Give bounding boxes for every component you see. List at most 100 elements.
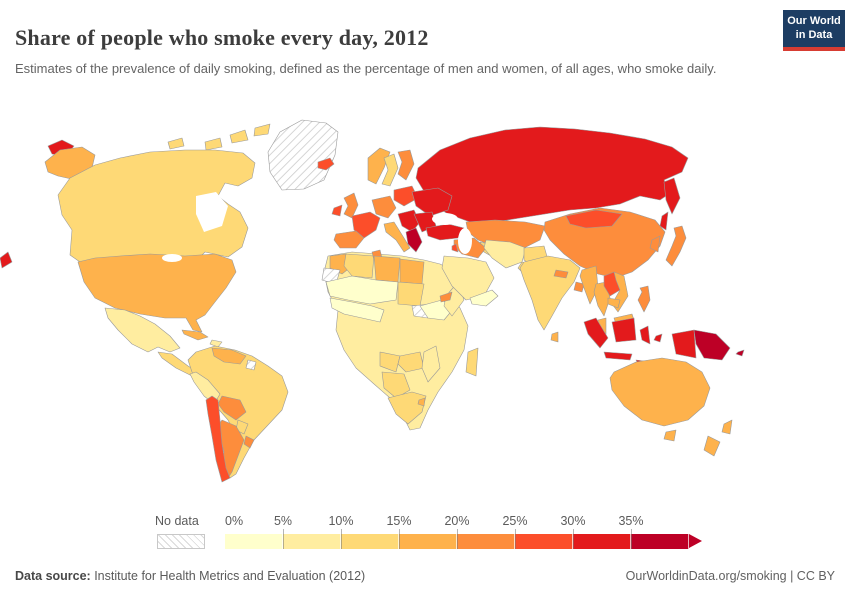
country-japan[interactable] [665, 225, 687, 267]
country-mozambique[interactable] [421, 345, 441, 383]
country-solomon-islands[interactable] [735, 349, 745, 357]
country-ireland[interactable] [331, 204, 343, 217]
caspian-sea-water [458, 228, 472, 254]
legend-tick-mark [573, 529, 574, 549]
legend-tick-label-5: 5% [273, 514, 293, 528]
country-libya[interactable] [373, 255, 401, 283]
chart-subtitle: Estimates of the prevalence of daily smo… [15, 61, 717, 76]
country-usa[interactable] [77, 253, 237, 333]
legend-no-data-swatch [157, 534, 205, 549]
great-lakes-water [162, 254, 182, 262]
license-link[interactable]: OurWorldinData.org/smoking | CC BY [625, 569, 835, 583]
data-source-text: Institute for Health Metrics and Evaluat… [90, 569, 366, 583]
country-zambia-zimbabwe[interactable] [397, 351, 425, 373]
country-canada-arctic-2[interactable] [229, 129, 249, 144]
country-finland[interactable] [397, 149, 415, 181]
country-canada-arctic-4[interactable] [167, 137, 185, 150]
legend-tick-label-10: 10% [328, 514, 354, 528]
country-balkans[interactable] [397, 209, 421, 233]
country-angola[interactable] [379, 351, 401, 373]
country-borneo-indonesia[interactable] [611, 317, 637, 343]
country-egypt[interactable] [399, 258, 425, 285]
country-venezuela[interactable] [211, 347, 247, 365]
country-korea[interactable] [649, 235, 661, 253]
legend-cell->35% [631, 534, 689, 549]
country-eritrea[interactable] [439, 291, 453, 303]
owid-logo[interactable]: Our World in Data [783, 10, 845, 51]
country-poland-baltics[interactable] [393, 185, 419, 207]
country-sulawesi[interactable] [639, 325, 651, 345]
country-cuba[interactable] [181, 329, 209, 341]
country-central-europe[interactable] [371, 195, 397, 219]
country-mexico[interactable] [104, 307, 181, 353]
country-canada-arctic-3[interactable] [204, 137, 223, 151]
country-bangladesh[interactable] [573, 281, 585, 293]
country-russia[interactable] [415, 126, 689, 223]
country-south-africa[interactable] [387, 391, 427, 425]
country-france[interactable] [351, 211, 381, 239]
country-myanmar[interactable] [579, 265, 599, 305]
country-greenland[interactable] [267, 119, 339, 191]
country-italy[interactable] [383, 221, 411, 253]
country-norway[interactable] [367, 147, 391, 185]
country-new-zealand-south[interactable] [703, 435, 721, 457]
country-tasmania[interactable] [663, 429, 677, 442]
country-india[interactable] [519, 255, 581, 331]
country-philippines[interactable] [637, 285, 651, 313]
country-sumatra[interactable] [583, 317, 609, 349]
country-greece[interactable] [405, 227, 423, 253]
country-iran[interactable] [483, 239, 527, 269]
legend-cell-15-20% [399, 534, 457, 549]
country-maluku[interactable] [653, 333, 663, 343]
data-source-note: Data source: Institute for Health Metric… [15, 569, 365, 583]
legend-tick-label-20: 20% [444, 514, 470, 528]
country-madagascar[interactable] [465, 347, 479, 377]
legend-tick-label-35: 35% [618, 514, 644, 528]
legend-no-data-label: No data [155, 514, 199, 528]
country-sweden[interactable] [381, 153, 399, 187]
country-iceland[interactable] [317, 157, 335, 171]
country-sri-lanka[interactable] [550, 331, 559, 343]
legend-color-bar [225, 534, 689, 549]
country-swaziland[interactable] [417, 397, 426, 407]
country-yemen-oman[interactable] [469, 289, 499, 307]
world-map [0, 103, 850, 508]
legend-tick-mark [457, 529, 458, 549]
country-levant[interactable] [451, 243, 459, 253]
owid-logo-line1: Our World [787, 14, 841, 27]
country-uk[interactable] [343, 192, 359, 219]
country-mongolia[interactable] [565, 209, 623, 229]
data-source-label: Data source: [15, 569, 91, 583]
legend-tick-mark [515, 529, 516, 549]
legend-tick-label-30: 30% [560, 514, 586, 528]
country-eastern-europe[interactable] [411, 187, 453, 217]
owid-logo-line2: in Data [795, 28, 833, 41]
legend-tick-label-25: 25% [502, 514, 528, 528]
country-papua-new-guinea[interactable] [693, 329, 731, 361]
country-kamchatka[interactable] [663, 177, 681, 215]
country-sahel[interactable] [325, 275, 399, 305]
country-uruguay[interactable] [243, 435, 255, 449]
country-chile[interactable] [205, 395, 231, 483]
country-sudan[interactable] [397, 281, 425, 307]
country-australia[interactable] [609, 357, 711, 427]
country-new-zealand-north[interactable] [721, 419, 733, 435]
legend-cell-5-10% [283, 534, 341, 549]
country-java[interactable] [603, 351, 633, 361]
legend-tick-mark [283, 529, 284, 549]
country-west-papua[interactable] [671, 329, 697, 359]
country-canada-arctic-1[interactable] [253, 123, 271, 137]
country-cambodia[interactable] [607, 297, 621, 309]
legend-tick-label-15: 15% [386, 514, 412, 528]
owid-logo-accent-bar [783, 47, 845, 51]
country-french-guiana[interactable] [245, 359, 257, 371]
country-iberia[interactable] [333, 230, 365, 249]
legend-tick-mark [399, 529, 400, 549]
country-algeria[interactable] [343, 253, 375, 279]
country-sakhalin[interactable] [659, 211, 669, 231]
country-china[interactable] [543, 207, 666, 279]
country-chukotka-west-sliver[interactable] [0, 251, 13, 269]
country-west-africa[interactable] [329, 297, 385, 323]
country-nepal[interactable] [553, 269, 569, 279]
legend-cell-10-15% [341, 534, 399, 549]
